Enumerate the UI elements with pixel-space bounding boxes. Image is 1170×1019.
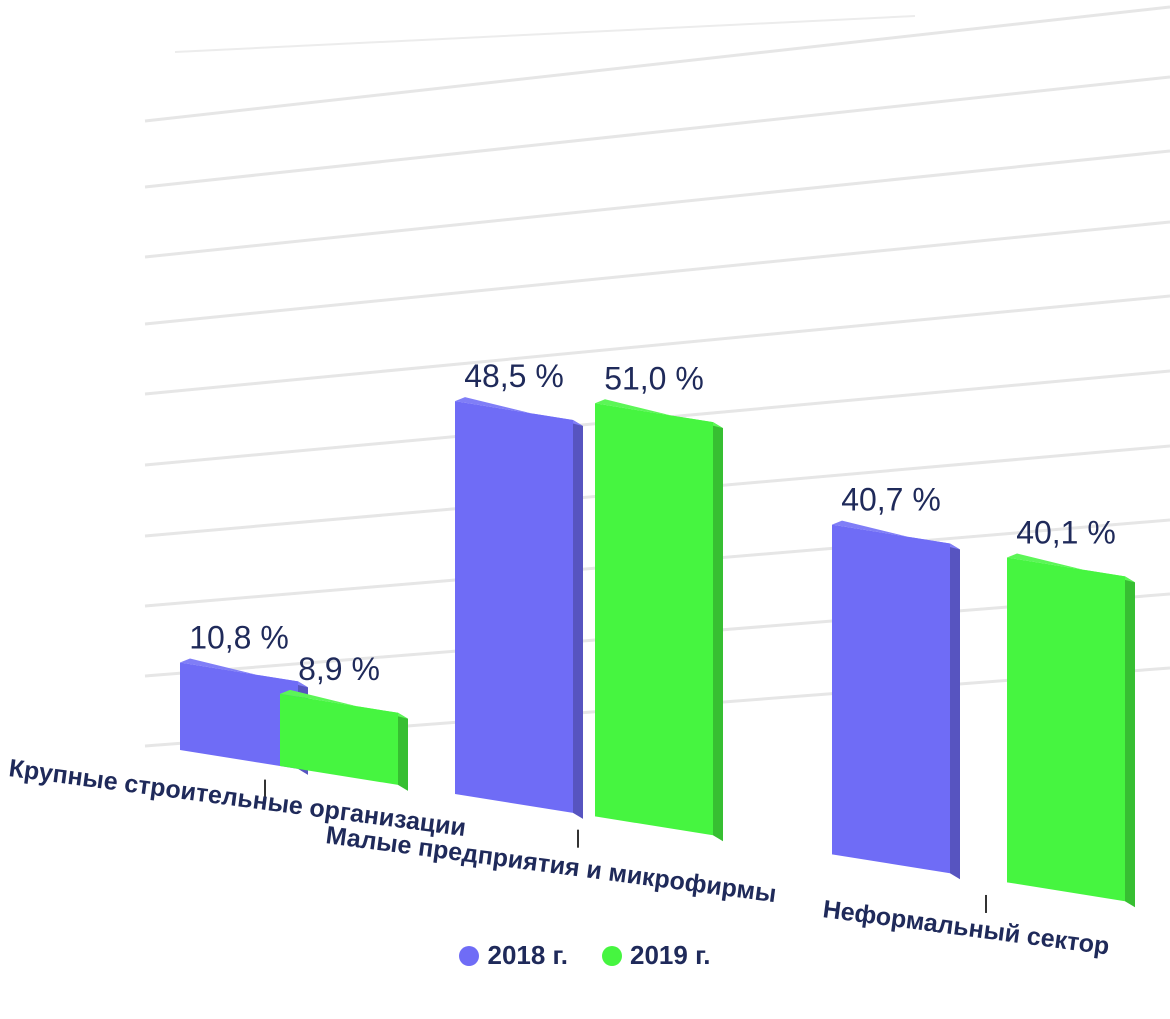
gridline bbox=[174, 15, 916, 53]
legend-swatch bbox=[459, 945, 480, 966]
bar-front bbox=[832, 524, 950, 874]
bar-side bbox=[950, 543, 960, 880]
bar bbox=[832, 520, 960, 880]
bar-front bbox=[595, 403, 713, 836]
bar-front bbox=[180, 662, 298, 769]
legend-swatch bbox=[602, 945, 622, 966]
data-label: 40,1 % bbox=[1016, 515, 1116, 551]
bar-top bbox=[595, 399, 723, 429]
gridline bbox=[144, 5, 1170, 123]
bar bbox=[455, 397, 583, 819]
bar-front bbox=[1007, 557, 1125, 902]
bar bbox=[280, 689, 408, 791]
bar bbox=[595, 399, 723, 842]
bar-top bbox=[280, 689, 408, 719]
legend-label: 2019 г. bbox=[630, 940, 711, 970]
bar-side bbox=[1125, 576, 1135, 908]
bar-front bbox=[280, 693, 398, 785]
bar-front bbox=[455, 401, 573, 813]
category-ticks bbox=[264, 779, 987, 913]
data-label: 48,5 % bbox=[464, 358, 564, 394]
bar-side bbox=[713, 422, 723, 842]
bar bbox=[1007, 553, 1135, 908]
bar-top bbox=[832, 520, 960, 550]
bar-top bbox=[1007, 553, 1135, 583]
gridline bbox=[144, 149, 1170, 259]
bar-top bbox=[180, 658, 308, 688]
data-label: 40,7 % bbox=[841, 482, 941, 518]
data-label: 51,0 % bbox=[604, 360, 704, 396]
data-label: 8,9 % bbox=[298, 651, 380, 687]
gridline bbox=[144, 75, 1170, 189]
legend-label: 2018 г. bbox=[487, 940, 568, 970]
legend-item-2018: 2018 г. bbox=[459, 940, 568, 971]
legend: 2018 г. 2019 г. bbox=[0, 940, 1170, 971]
gridline bbox=[144, 294, 1170, 396]
legend-item-2019: 2019 г. bbox=[602, 940, 711, 971]
bar-top bbox=[455, 397, 583, 427]
data-labels: 10,8 %8,9 % 48,5 % 51,0 % 40,7 % 40,1 % bbox=[189, 358, 1116, 687]
bar-side bbox=[398, 712, 408, 791]
bar-side bbox=[573, 420, 583, 819]
gridline bbox=[144, 220, 1170, 326]
bars bbox=[180, 397, 1135, 908]
data-label: 10,8 % bbox=[189, 620, 289, 656]
